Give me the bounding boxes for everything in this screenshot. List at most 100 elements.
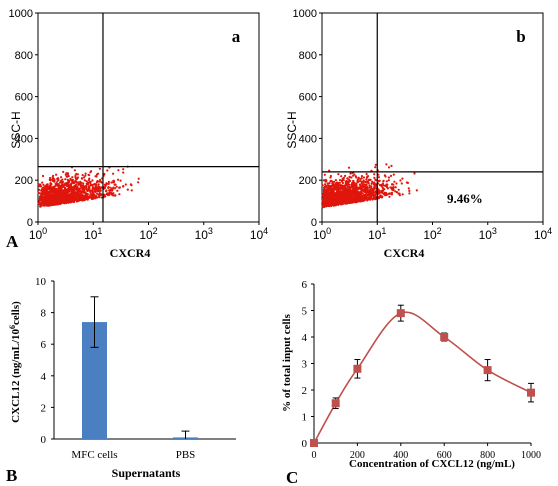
pb-dot [324, 180, 327, 183]
pb-dot [344, 186, 347, 189]
pb-dot [369, 195, 372, 198]
pa-dot [46, 200, 49, 204]
pb-dot [342, 185, 345, 188]
pa-dot [66, 173, 69, 176]
pb-dot [322, 195, 325, 198]
pa-dot [76, 188, 79, 191]
panel-C-xlabel: Concentration of CXCL12 (ng/mL) [349, 458, 515, 470]
pa-dot [51, 176, 54, 179]
panel-b-xlabel: CXCR4 [384, 246, 425, 260]
pa-dot [89, 171, 92, 174]
pa-dot [58, 190, 61, 193]
pb-dot [335, 193, 338, 196]
pb-dot [334, 202, 337, 205]
pb-dot [328, 203, 332, 206]
panel-a-dot-cloud [37, 165, 140, 208]
pb-dot [374, 193, 377, 196]
panel-a-ylabel: SSC-H [9, 111, 23, 148]
pb-dot [358, 180, 362, 183]
pa-dot [81, 174, 84, 177]
pb-dot [323, 173, 326, 176]
pa-dot [73, 169, 76, 172]
pa-dot [89, 190, 92, 194]
panel-B-ytick-label: 4 [41, 371, 47, 383]
pb-dot [369, 178, 372, 181]
pa-dot [40, 189, 43, 192]
pb-dot [395, 191, 398, 194]
pb-dot [321, 206, 325, 209]
pb-dot [386, 186, 389, 189]
pa-dot [87, 188, 90, 191]
panel-B-ytick-label: 6 [41, 339, 47, 351]
pa-dot [66, 201, 69, 204]
pb-dot [346, 185, 349, 188]
pa-dot [44, 197, 47, 200]
pb-dot [326, 187, 329, 190]
pb-dot [331, 184, 335, 187]
pb-dot [381, 186, 384, 189]
pb-dot [398, 194, 401, 197]
pb-dot [385, 180, 388, 183]
pb-xtick-label: 101 [368, 226, 386, 242]
pa-dot [79, 192, 83, 195]
pb-dot [348, 176, 351, 179]
pa-dot [74, 179, 77, 182]
pb-dot [323, 190, 326, 193]
pb-dot [383, 192, 386, 195]
pb-dot [337, 184, 340, 187]
pb-dot [339, 198, 342, 201]
pa-dot [79, 187, 82, 190]
pb-dot [326, 182, 329, 185]
pb-dot [336, 199, 339, 202]
pb-dot [352, 174, 355, 177]
panel-C-xtick-label: 0 [312, 450, 317, 461]
panel-C-marker [331, 399, 340, 408]
panel-B-y-ticks: 0 2 4 6 8 10 [35, 276, 54, 446]
pb-dot [360, 189, 363, 192]
pb-dot [345, 202, 348, 205]
pa-dot [105, 192, 109, 195]
pb-ytick-label: 0 [311, 217, 317, 229]
pa-dot [39, 204, 42, 208]
pb-dot [373, 176, 376, 179]
pb-dot [397, 188, 400, 191]
pa-dot [95, 173, 99, 176]
pb-dot [326, 202, 329, 205]
pa-dot [60, 176, 63, 179]
pa-dot [98, 167, 101, 170]
pa-dot [51, 186, 54, 189]
pa-dot [98, 195, 101, 198]
pb-dot [325, 196, 328, 199]
pb-dot [363, 186, 366, 189]
pa-dot [48, 176, 52, 180]
pb-dot [368, 193, 371, 196]
pb-dot [350, 191, 353, 194]
pa-dot [43, 185, 46, 188]
panel-C-xtick-label: 800 [480, 450, 495, 461]
panel-a-xlabel: CXCR4 [110, 246, 151, 260]
pa-ytick-label: 1000 [9, 8, 33, 20]
pa-xtick-label: 104 [250, 226, 268, 242]
panel-b-ylabel: SSC-H [285, 111, 299, 148]
pa-dot [111, 188, 114, 192]
pb-dot [373, 196, 376, 199]
pa-dot [56, 180, 59, 183]
pa-dot [48, 187, 51, 190]
pb-dot [390, 192, 393, 195]
pb-dot [347, 166, 351, 169]
panel-C-xtick-label: 400 [393, 450, 408, 461]
pa-dot [51, 193, 54, 196]
pb-dot [363, 195, 366, 198]
pa-dot [63, 196, 67, 199]
pb-dot [338, 193, 341, 196]
pb-dot [352, 179, 355, 183]
pa-dot [61, 178, 64, 181]
pb-dot [361, 192, 364, 195]
pb-dot [350, 184, 353, 187]
panel-label-B: B [6, 466, 17, 485]
panel-B-bars [82, 296, 198, 439]
pa-dot [41, 174, 45, 178]
pb-dot [354, 175, 357, 178]
pa-dot [41, 181, 44, 184]
